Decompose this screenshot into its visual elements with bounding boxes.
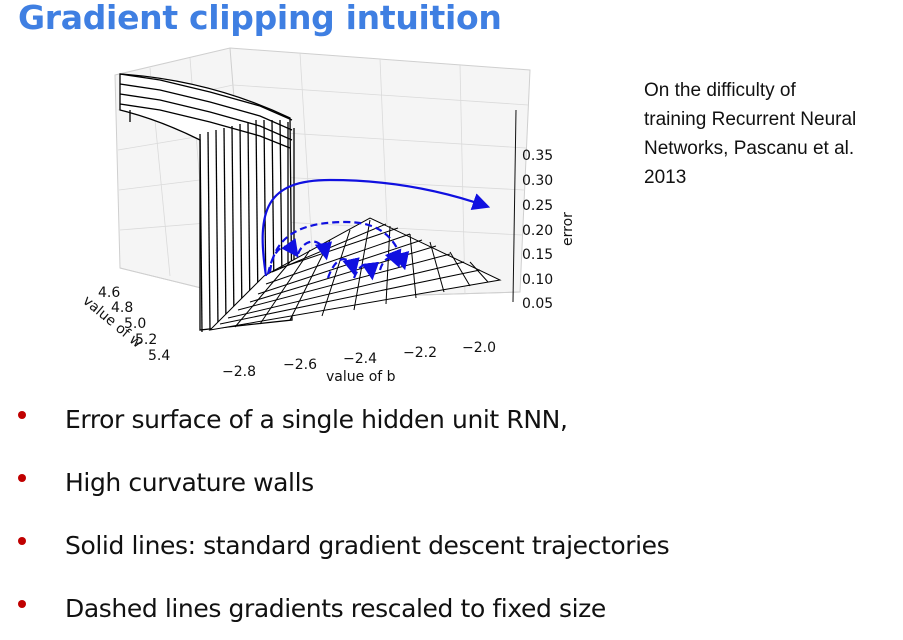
w-tick-label: 5.2 bbox=[135, 332, 157, 348]
bullet-item: Solid lines: standard gradient descent t… bbox=[18, 514, 670, 577]
z-tick-label: 0.25 bbox=[522, 198, 553, 214]
b-axis-label: value of b bbox=[326, 369, 396, 385]
b-tick-label: −2.4 bbox=[343, 351, 377, 367]
error-surface-figure: 0.35 0.30 0.25 0.20 0.15 0.10 0.05 error… bbox=[79, 47, 576, 385]
w-tick-label: 4.8 bbox=[111, 300, 133, 316]
b-tick-label: −2.0 bbox=[462, 340, 496, 356]
b-tick-label: −2.2 bbox=[403, 345, 437, 361]
citation: On the difficulty of training Recurrent … bbox=[644, 76, 899, 192]
z-axis-label: error bbox=[560, 212, 576, 246]
w-tick-label: 5.0 bbox=[124, 316, 146, 332]
w-tick-label: 4.6 bbox=[98, 285, 120, 301]
citation-line: 2013 bbox=[644, 167, 687, 188]
z-axis: 0.35 0.30 0.25 0.20 0.15 0.10 0.05 error bbox=[512, 109, 576, 312]
bullet-item: Error surface of a single hidden unit RN… bbox=[18, 388, 669, 451]
bullet-dot bbox=[18, 474, 26, 482]
citation-line: On the difficulty of bbox=[644, 80, 796, 101]
z-tick-label: 0.20 bbox=[522, 223, 553, 239]
bullet-dot bbox=[18, 600, 26, 608]
curvature-wall bbox=[119, 73, 295, 333]
b-tick-label: −2.8 bbox=[222, 364, 256, 380]
z-tick-label: 0.35 bbox=[522, 148, 553, 164]
w-tick-label: 5.4 bbox=[148, 348, 170, 364]
bullet-dot bbox=[18, 537, 26, 545]
bullet-text: Error surface of a single hidden unit RN… bbox=[65, 405, 568, 434]
bullet-text: High curvature walls bbox=[65, 468, 314, 497]
z-tick-label: 0.30 bbox=[522, 173, 553, 189]
z-tick-label: 0.05 bbox=[522, 296, 553, 312]
b-tick-label: −2.6 bbox=[283, 357, 317, 373]
bullet-item: Dashed lines gradients rescaled to fixed… bbox=[18, 577, 669, 640]
bullet-dot bbox=[18, 411, 26, 419]
b-axis: −2.8 −2.6 −2.4 −2.2 −2.0 value of b bbox=[222, 340, 496, 385]
bullet-text: Dashed lines gradients rescaled to fixed… bbox=[65, 594, 606, 623]
slide-title: Gradient clipping intuition bbox=[18, 0, 502, 37]
z-tick-label: 0.15 bbox=[522, 247, 553, 263]
citation-line: training Recurrent Neural bbox=[644, 109, 857, 130]
solid-trajectory bbox=[261, 178, 491, 277]
dashed-trajectories bbox=[266, 220, 410, 281]
citation-line: Networks, Pascanu et al. bbox=[644, 138, 855, 159]
z-tick-label: 0.10 bbox=[522, 272, 553, 288]
w-axis: 4.6 4.8 5.0 5.2 5.4 value of w bbox=[79, 285, 170, 364]
bullet-item: High curvature walls bbox=[18, 451, 669, 514]
bullet-text: Solid lines: standard gradient descent t… bbox=[65, 531, 670, 560]
bullet-list: Error surface of a single hidden unit RN… bbox=[18, 388, 670, 640]
